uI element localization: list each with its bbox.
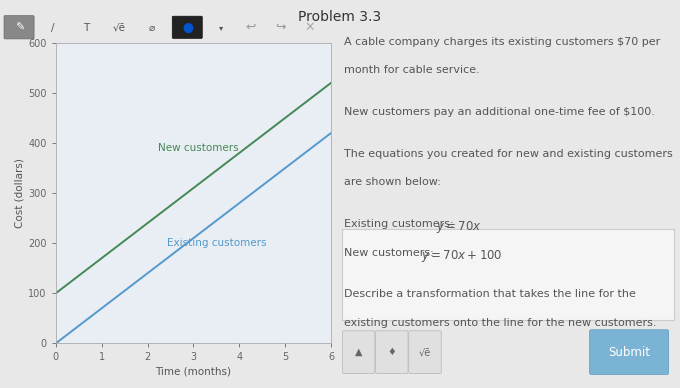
Text: are shown below:: are shown below: — [344, 177, 441, 187]
FancyBboxPatch shape — [590, 330, 668, 374]
Text: √ē: √ē — [112, 23, 125, 33]
FancyBboxPatch shape — [172, 16, 202, 38]
Text: $y = 70x + 100$: $y = 70x + 100$ — [421, 248, 503, 263]
Text: ⬤: ⬤ — [182, 23, 193, 33]
FancyBboxPatch shape — [342, 331, 375, 373]
Text: A cable company charges its existing customers $70 per: A cable company charges its existing cus… — [344, 37, 660, 47]
Text: existing customers onto the line for the new customers.: existing customers onto the line for the… — [344, 318, 657, 328]
Text: ▾: ▾ — [219, 23, 223, 32]
Text: Submit: Submit — [608, 346, 650, 359]
FancyBboxPatch shape — [409, 331, 441, 373]
Y-axis label: Cost (dollars): Cost (dollars) — [14, 158, 24, 228]
Text: New customers:: New customers: — [344, 248, 437, 258]
Text: T: T — [83, 23, 89, 33]
Text: ♦: ♦ — [388, 347, 396, 357]
Text: $y = 70x$: $y = 70x$ — [436, 219, 481, 235]
FancyBboxPatch shape — [4, 16, 34, 39]
Text: ↪: ↪ — [275, 21, 286, 34]
Text: Existing customers:: Existing customers: — [344, 219, 457, 229]
Text: ▲: ▲ — [355, 347, 362, 357]
Text: ✎: ✎ — [14, 23, 24, 33]
Text: The equations you created for new and existing customers: The equations you created for new and ex… — [344, 149, 673, 159]
Text: ↩: ↩ — [245, 21, 256, 34]
Text: month for cable service.: month for cable service. — [344, 65, 480, 75]
Text: Describe a transformation that takes the line for the: Describe a transformation that takes the… — [344, 289, 636, 300]
Text: ✕: ✕ — [305, 21, 316, 34]
Text: Problem 3.3: Problem 3.3 — [299, 10, 381, 24]
Text: New customers: New customers — [158, 143, 239, 153]
Text: /: / — [51, 23, 54, 33]
FancyBboxPatch shape — [375, 331, 408, 373]
Text: ⌀: ⌀ — [149, 23, 155, 33]
Text: √ē: √ē — [419, 347, 431, 357]
X-axis label: Time (months): Time (months) — [156, 367, 231, 377]
Text: New customers pay an additional one-time fee of $100.: New customers pay an additional one-time… — [344, 107, 655, 117]
Text: Existing customers: Existing customers — [167, 238, 266, 248]
